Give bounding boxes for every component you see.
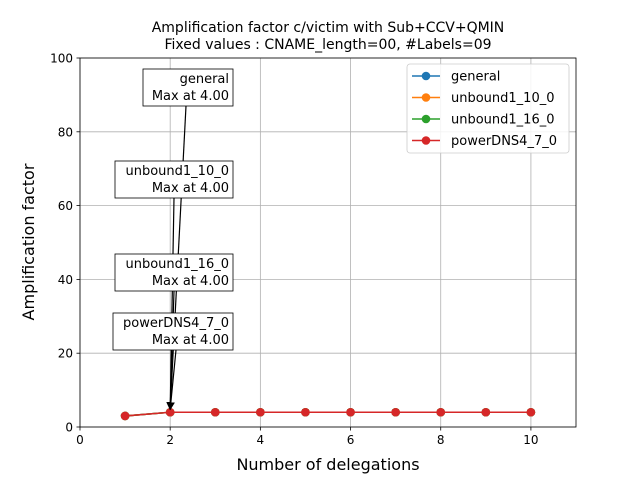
annotation-max: Max at 4.00 [152,181,229,196]
annotation-max: Max at 4.00 [152,333,229,348]
data-point-powerDNS4_7_0 [256,407,265,417]
series-lines [120,407,536,421]
data-point-powerDNS4_7_0 [436,407,446,417]
x-tick-label: 8 [437,433,445,447]
annotation-label: general [180,72,229,87]
legend-marker-general [421,71,431,81]
annotation-box [142,68,234,107]
legend-marker-unbound1_10_0 [421,93,431,102]
legend-label-unbound1_10_0: unbound1_10_0 [451,91,555,106]
y-tick-label: 20 [58,347,73,361]
y-axis-label: Amplification factor [19,163,38,320]
data-point-powerDNS4_7_0 [210,407,220,417]
y-tick-label: 40 [58,273,73,287]
y-tick-label: 0 [65,421,73,435]
legend-box [406,63,570,154]
series-line-powerDNS4_7_0 [125,411,531,417]
legend-label-general: general [451,70,500,85]
data-point-powerDNS4_7_0 [120,411,130,421]
annotation-max: Max at 4.00 [152,89,229,104]
data-point-powerDNS4_7_0 [346,407,355,417]
x-axis-label: Number of delegations [236,455,419,474]
annotations: general Max at 4.00 unbound1_10_0 Max at 4.… [112,68,234,411]
y-tick-label: 60 [58,199,73,213]
x-tick-label: 2 [166,433,174,447]
legend-marker-powerDNS4_7_0 [421,136,431,145]
x-tick-label: 6 [347,433,355,447]
annotation-max: Max at 4.00 [152,274,229,289]
annotation-box [114,160,234,199]
annotation-arrow [166,349,177,411]
annotation-label: unbound1_16_0 [126,257,230,272]
legend-marker-unbound1_16_0 [421,114,431,124]
annotation-box [114,253,234,292]
legend: general unbound1_10_0 unbound1_16_0 powerDN… [406,63,570,154]
x-tick-label: 4 [257,433,265,447]
data-point-powerDNS4_7_0 [301,407,310,417]
data-point-powerDNS4_7_0 [391,407,400,417]
data-point-powerDNS4_7_0 [481,407,491,417]
x-tick-label: 10 [523,433,538,447]
data-point-powerDNS4_7_0 [526,407,536,417]
annotation-label: powerDNS4_7_0 [123,316,229,331]
y-tick-label: 80 [58,125,73,139]
legend-label-unbound1_16_0: unbound1_16_0 [451,113,555,128]
annotation-label: unbound1_10_0 [126,164,230,179]
y-tick-label: 100 [50,52,73,66]
x-tick-label: 0 [76,433,84,447]
legend-label-powerDNS4_7_0: powerDNS4_7_0 [451,134,557,149]
chart-title-line2: Fixed values : CNAME_length=00, #Labels=… [164,37,491,53]
annotation-box [112,312,234,351]
plot-frame [79,57,577,428]
chart-title-line1: Amplification factor c/victim with Sub+C… [152,20,505,36]
